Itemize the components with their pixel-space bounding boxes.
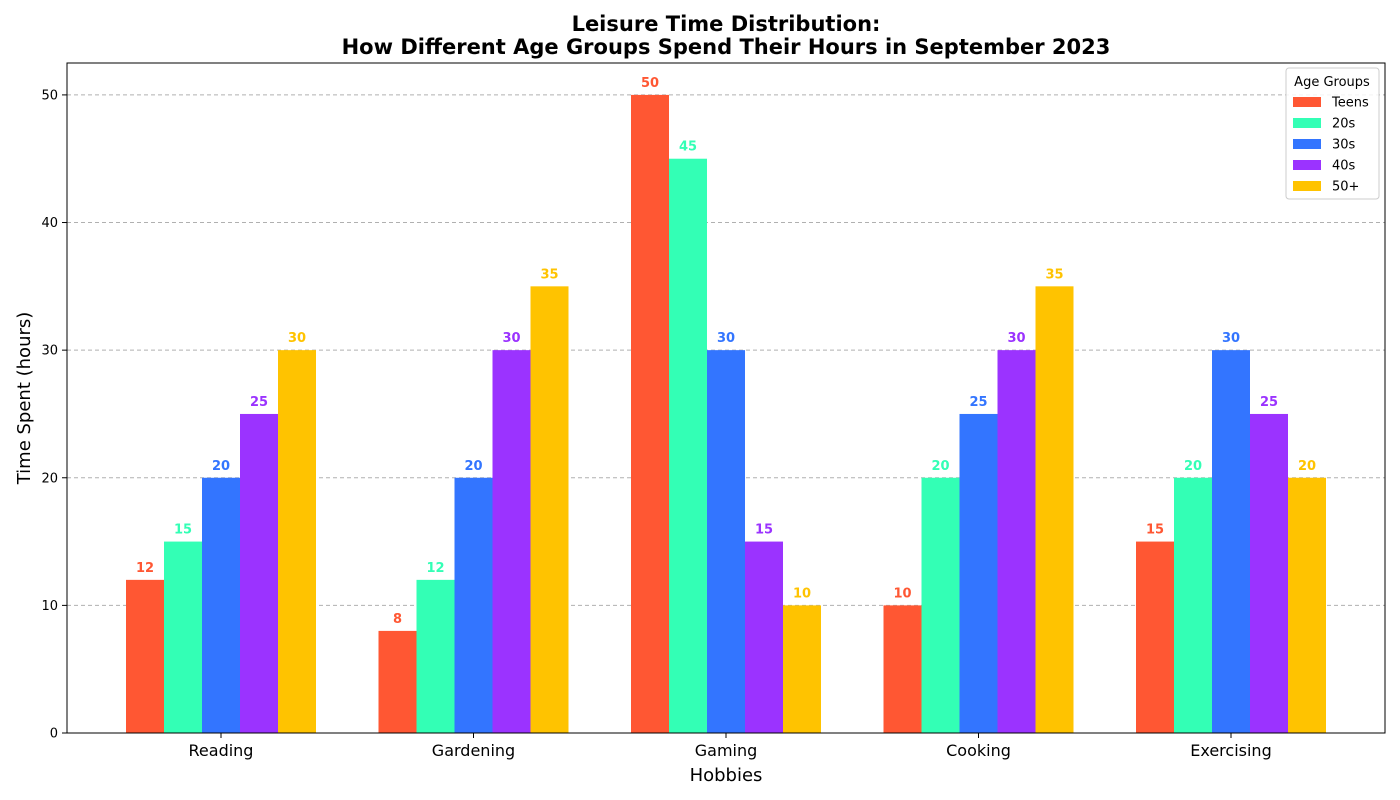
data-label-reading-teens: 12 — [136, 561, 154, 576]
bar-cooking-40s — [997, 350, 1036, 733]
y-tick-label: 0 — [50, 727, 58, 742]
data-label-gaming-30s: 30 — [717, 331, 735, 346]
data-label-exercising-teens: 15 — [1146, 523, 1164, 538]
bar-cooking-20s — [921, 477, 960, 733]
y-axis: 0 10 20 30 40 50 — [41, 88, 67, 742]
legend: Age Groups Teens 20s 30s 40s 50+ — [1285, 67, 1380, 200]
y-tick-label: 10 — [41, 599, 58, 614]
y-tick-label: 50 — [41, 88, 58, 103]
x-axis: Reading Gardening Gaming Cooking Exercising — [189, 733, 1272, 760]
data-label-gardening-30s: 20 — [464, 459, 482, 474]
bar-exercising-50plus — [1288, 477, 1326, 733]
data-label-cooking-40s: 30 — [1007, 331, 1025, 346]
legend-swatch-20s — [1293, 118, 1321, 128]
bar-gardening-teens — [378, 630, 417, 733]
data-label-exercising-50plus: 20 — [1298, 459, 1316, 474]
chart-title-line-1: Leisure Time Distribution: — [572, 12, 881, 36]
bar-reading-40s — [240, 413, 278, 733]
legend-swatch-50plus — [1293, 181, 1321, 191]
data-label-gaming-teens: 50 — [641, 76, 659, 91]
legend-label-40s: 40s — [1332, 159, 1356, 174]
data-label-reading-40s: 25 — [250, 395, 268, 410]
bar-reading-30s — [202, 477, 240, 733]
data-label-gardening-50plus: 35 — [540, 267, 558, 282]
data-label-gaming-40s: 15 — [755, 523, 773, 538]
bar-cooking-teens — [883, 605, 922, 733]
bar-exercising-teens — [1136, 541, 1174, 733]
x-tick-label-gardening: Gardening — [432, 741, 515, 760]
y-tick-label: 40 — [41, 216, 58, 231]
legend-title: Age Groups — [1294, 75, 1370, 90]
data-label-cooking-20s: 20 — [931, 459, 949, 474]
bar-reading-20s — [164, 541, 202, 733]
data-label-exercising-40s: 25 — [1260, 395, 1278, 410]
y-tick-label: 30 — [41, 344, 58, 359]
x-tick-label-reading: Reading — [189, 741, 254, 760]
bar-cooking-50plus — [1035, 286, 1074, 733]
data-label-gardening-teens: 8 — [393, 612, 402, 627]
data-label-gardening-40s: 30 — [502, 331, 520, 346]
data-label-cooking-30s: 25 — [969, 395, 987, 410]
data-label-gaming-20s: 45 — [679, 140, 697, 155]
bar-exercising-20s — [1174, 477, 1212, 733]
y-tick-label: 20 — [41, 471, 58, 486]
data-label-gaming-50plus: 10 — [793, 586, 811, 601]
bar-gardening-30s — [454, 477, 493, 733]
legend-label-teens: Teens — [1331, 96, 1369, 111]
data-label-exercising-20s: 20 — [1184, 459, 1202, 474]
bar-exercising-30s — [1212, 350, 1250, 733]
bar-gardening-50plus — [530, 286, 569, 733]
legend-label-50plus: 50+ — [1332, 180, 1359, 195]
x-tick-label-exercising: Exercising — [1190, 741, 1271, 760]
data-label-reading-30s: 20 — [212, 459, 230, 474]
bar-cooking-30s — [959, 413, 998, 733]
bar-gaming-20s — [669, 158, 707, 733]
legend-label-20s: 20s — [1332, 117, 1356, 132]
legend-swatch-teens — [1293, 97, 1321, 107]
bar-gaming-30s — [707, 350, 745, 733]
bar-gaming-50plus — [783, 605, 821, 733]
chart-title-line-2: How Different Age Groups Spend Their Hou… — [342, 35, 1111, 59]
bar-reading-50plus — [278, 350, 316, 733]
legend-label-30s: 30s — [1332, 138, 1356, 153]
data-label-reading-50plus: 30 — [288, 331, 306, 346]
bar-exercising-40s — [1250, 413, 1288, 733]
bars — [126, 94, 1326, 733]
bar-gardening-40s — [492, 350, 531, 733]
x-axis-label: Hobbies — [690, 765, 763, 786]
data-label-gardening-20s: 12 — [426, 561, 444, 576]
bar-gaming-40s — [745, 541, 783, 733]
bar-reading-teens — [126, 579, 164, 733]
data-labels: 12 15 20 25 30 8 12 20 30 35 50 45 30 15 10 10 20 25 30 35 1… — [136, 76, 1316, 627]
data-label-cooking-teens: 10 — [893, 586, 911, 601]
y-axis-label: Time Spent (hours) — [14, 312, 35, 486]
x-tick-label-cooking: Cooking — [946, 741, 1011, 760]
x-tick-label-gaming: Gaming — [695, 741, 758, 760]
bar-gaming-teens — [631, 94, 669, 733]
data-label-reading-20s: 15 — [174, 523, 192, 538]
data-label-cooking-50plus: 35 — [1045, 267, 1063, 282]
bar-gardening-20s — [416, 579, 455, 733]
legend-swatch-40s — [1293, 160, 1321, 170]
legend-swatch-30s — [1293, 139, 1321, 149]
data-label-exercising-30s: 30 — [1222, 331, 1240, 346]
